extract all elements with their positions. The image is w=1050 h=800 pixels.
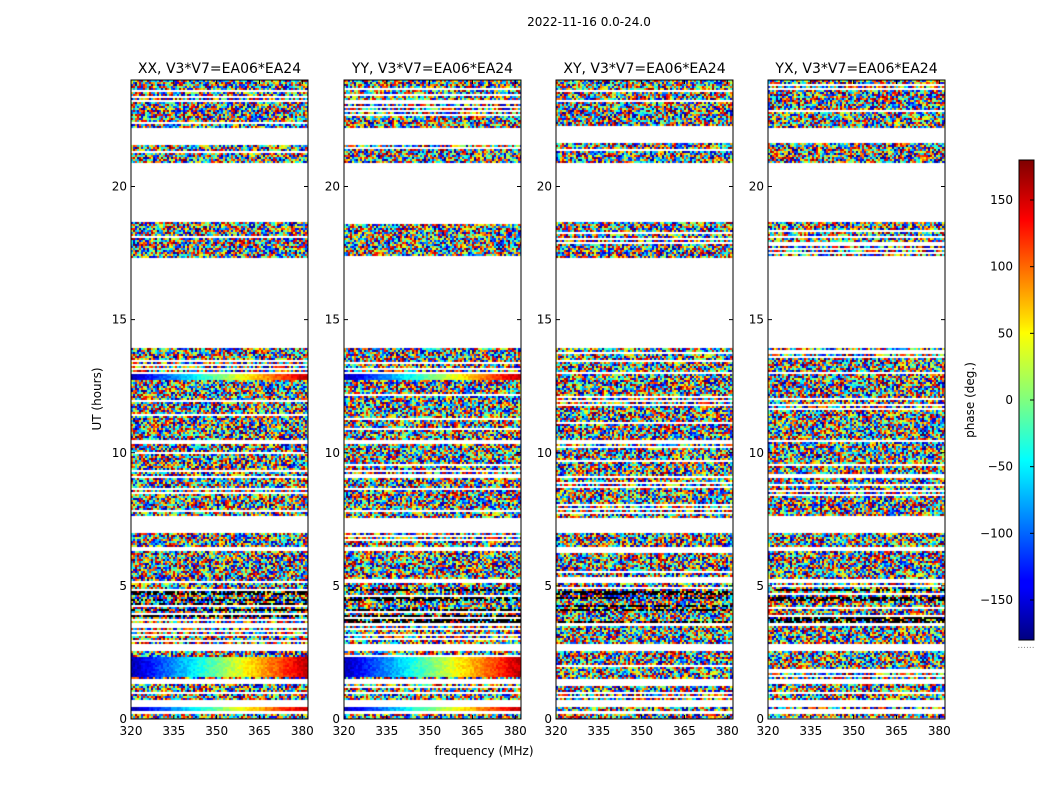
x-tick-label: 365 xyxy=(248,724,271,738)
phase-heatmap-yx xyxy=(768,80,945,719)
x-tick-label: 335 xyxy=(799,724,822,738)
x-tick-label: 380 xyxy=(291,724,314,738)
phase-heatmap-yy xyxy=(344,80,521,719)
y-tick-label: 20 xyxy=(112,180,127,194)
y-tick-label: 20 xyxy=(325,180,340,194)
colorbar-label: phase (deg.) xyxy=(963,362,977,438)
panel-title: YX, V3*V7=EA06*EA24 xyxy=(774,61,937,77)
x-tick-label: 350 xyxy=(842,724,865,738)
y-tick-label: 15 xyxy=(749,313,764,327)
panel-frame xyxy=(130,79,309,720)
x-tick-label: 320 xyxy=(545,724,568,738)
y-tick-label: 10 xyxy=(537,446,552,460)
panel-frame xyxy=(555,79,734,720)
y-tick-label: 0 xyxy=(544,712,552,726)
colorbar-tick-label: −50 xyxy=(988,460,1013,474)
y-tick-label: 15 xyxy=(537,313,552,327)
x-tick-label: 350 xyxy=(205,724,228,738)
panel-yx: YX, V3*V7=EA06*EA24 320 335 350 365 380 0 5 10 15… xyxy=(749,61,951,738)
x-tick-label: 335 xyxy=(587,724,610,738)
panel-xy: XY, V3*V7=EA06*EA24 320 335 350 365 380 0 5 10 15… xyxy=(537,61,739,738)
colorbar-tick-label: 150 xyxy=(990,193,1013,207)
y-tick-label: 0 xyxy=(756,712,764,726)
colorbar-tick-label: −100 xyxy=(980,526,1013,540)
panel-title: YY, V3*V7=EA06*EA24 xyxy=(351,61,513,77)
x-tick-label: 320 xyxy=(333,724,356,738)
x-tick-label: 335 xyxy=(375,724,398,738)
x-tick-label: 320 xyxy=(120,724,143,738)
colorbar: −150 −100 −50 0 50 100 150 phase (deg.) ...... xyxy=(963,159,1035,651)
panel-title: XX, V3*V7=EA06*EA24 xyxy=(138,61,301,77)
y-tick-label: 10 xyxy=(749,446,764,460)
phase-heatmap-xy xyxy=(556,80,733,719)
y-axis-label: UT (hours) xyxy=(90,367,104,430)
phase-heatmap-xx xyxy=(131,80,308,719)
x-axis-label: frequency (MHz) xyxy=(434,744,533,758)
colorbar-tick-label: −150 xyxy=(980,593,1013,607)
x-tick-label: 320 xyxy=(757,724,780,738)
y-tick-label: 20 xyxy=(537,180,552,194)
colorbar-tick-label: 50 xyxy=(998,326,1013,340)
panels-layer: XX, V3*V7=EA06*EA24 320 335 350 365 380 0 5 10 15… xyxy=(112,61,951,738)
y-tick-label: 15 xyxy=(112,313,127,327)
x-tick-label: 365 xyxy=(461,724,484,738)
y-tick-label: 5 xyxy=(756,579,764,593)
panel-yy: YY, V3*V7=EA06*EA24 320 335 350 365 380 0 5 10 15… xyxy=(325,61,527,738)
panel-title: XY, V3*V7=EA06*EA24 xyxy=(563,61,725,77)
panel-frame xyxy=(767,79,946,720)
x-tick-label: 380 xyxy=(504,724,527,738)
colorbar-ticks: −150 −100 −50 0 50 100 150 xyxy=(980,193,1034,607)
y-tick-label: 15 xyxy=(325,313,340,327)
x-tick-label: 380 xyxy=(716,724,739,738)
y-tick-label: 10 xyxy=(325,446,340,460)
y-tick-label: 0 xyxy=(332,712,340,726)
y-tick-label: 20 xyxy=(749,180,764,194)
x-tick-label: 380 xyxy=(928,724,951,738)
x-tick-label: 365 xyxy=(885,724,908,738)
x-tick-label: 350 xyxy=(418,724,441,738)
x-tick-label: 350 xyxy=(630,724,653,738)
x-tick-label: 335 xyxy=(162,724,185,738)
x-tick-label: 365 xyxy=(673,724,696,738)
colorbar-tick-label: 0 xyxy=(1005,393,1013,407)
y-tick-label: 10 xyxy=(112,446,127,460)
panel-xx: XX, V3*V7=EA06*EA24 320 335 350 365 380 0 5 10 15… xyxy=(112,61,314,738)
colorbar-offset-marker: ...... xyxy=(1017,641,1034,651)
colorbar-tick-label: 100 xyxy=(990,260,1013,274)
figure-suptitle: 2022-11-16 0.0-24.0 xyxy=(527,15,651,29)
y-tick-label: 5 xyxy=(544,579,552,593)
y-tick-label: 5 xyxy=(119,579,127,593)
panel-frame xyxy=(343,79,522,720)
y-tick-label: 5 xyxy=(332,579,340,593)
y-tick-label: 0 xyxy=(119,712,127,726)
